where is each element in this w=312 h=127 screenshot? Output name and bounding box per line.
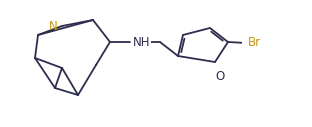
Text: Br: Br	[248, 36, 261, 50]
Text: O: O	[215, 70, 225, 83]
Text: NH: NH	[133, 36, 150, 49]
Text: N: N	[49, 20, 58, 33]
